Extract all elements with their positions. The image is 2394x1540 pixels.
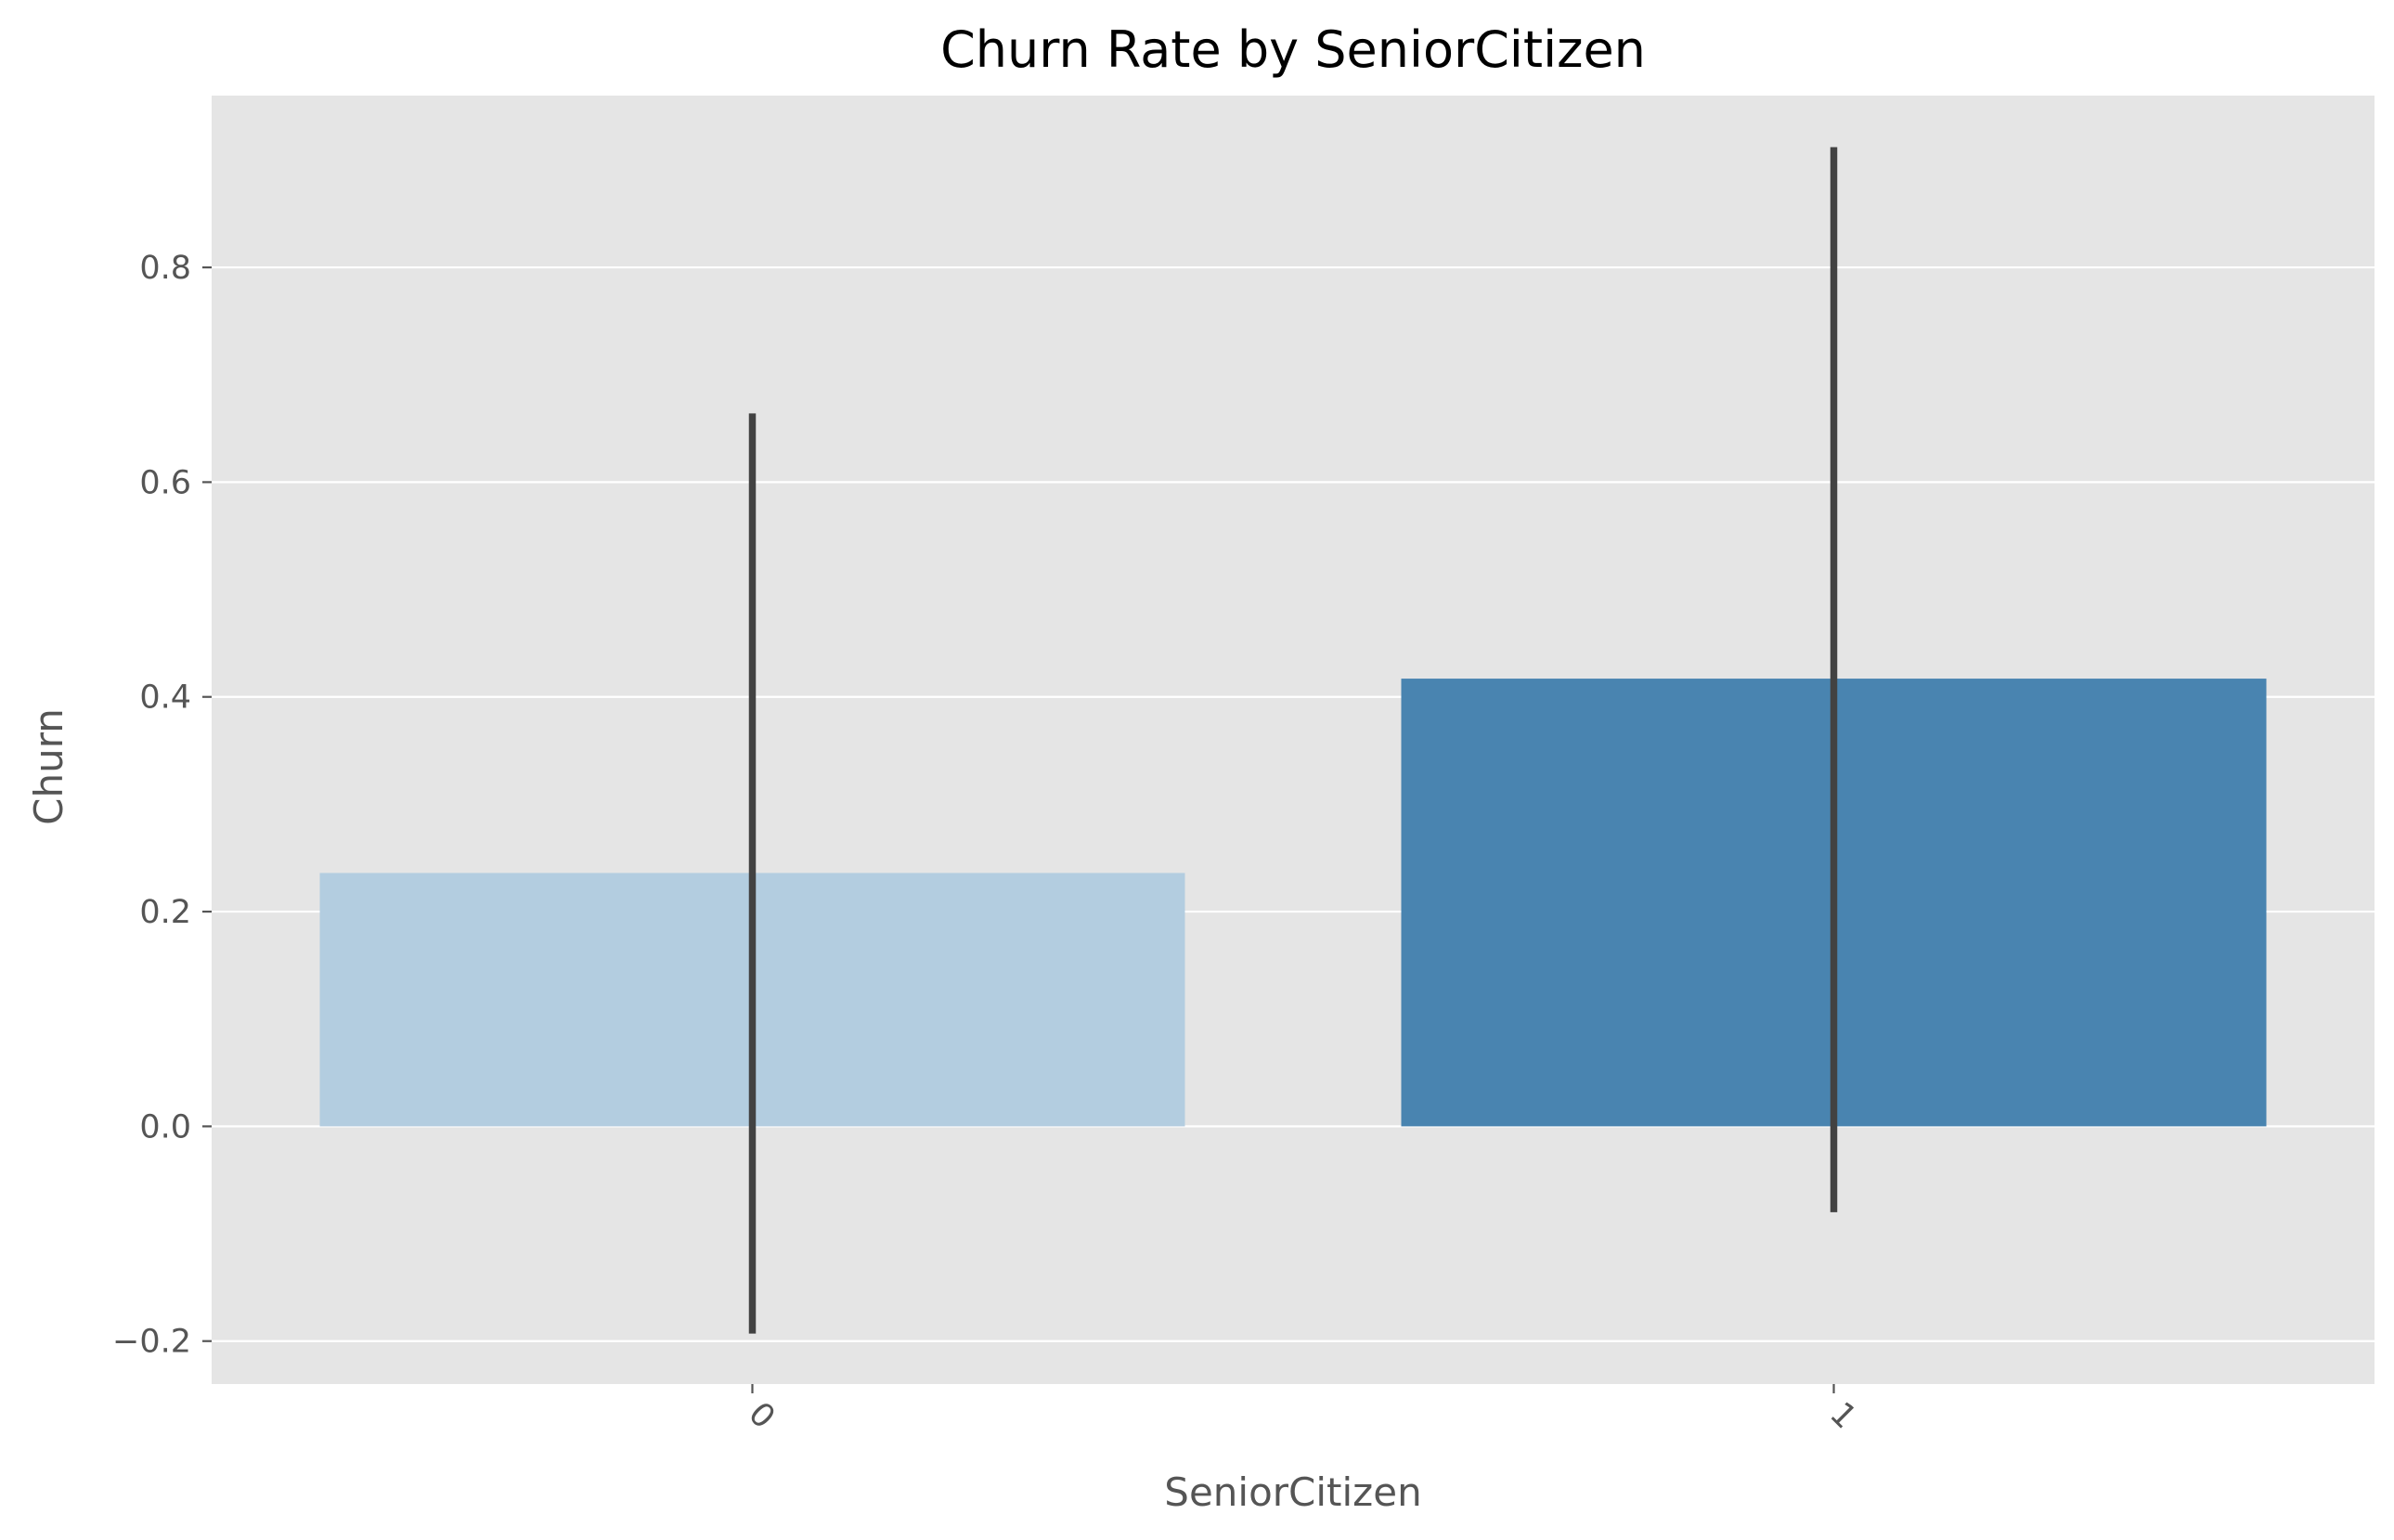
error-bars (748, 147, 1838, 1334)
x-axis-label: SeniorCitizen (1164, 1469, 1421, 1515)
y-tick-label: 0.8 (139, 250, 191, 287)
y-axis-ticks: −0.2 0.0 0.2 0.4 0.6 0.8 (112, 250, 212, 1361)
y-tick-label: 0.0 (139, 1108, 191, 1145)
y-axis-label: Churn (26, 708, 71, 825)
y-tick-label: −0.2 (112, 1324, 191, 1361)
y-tick-label: 0.4 (139, 679, 191, 717)
y-tick-label: 0.6 (139, 464, 191, 501)
y-tick-label: 0.2 (139, 894, 191, 931)
chart-title: Churn Rate by SeniorCitizen (940, 20, 1646, 79)
